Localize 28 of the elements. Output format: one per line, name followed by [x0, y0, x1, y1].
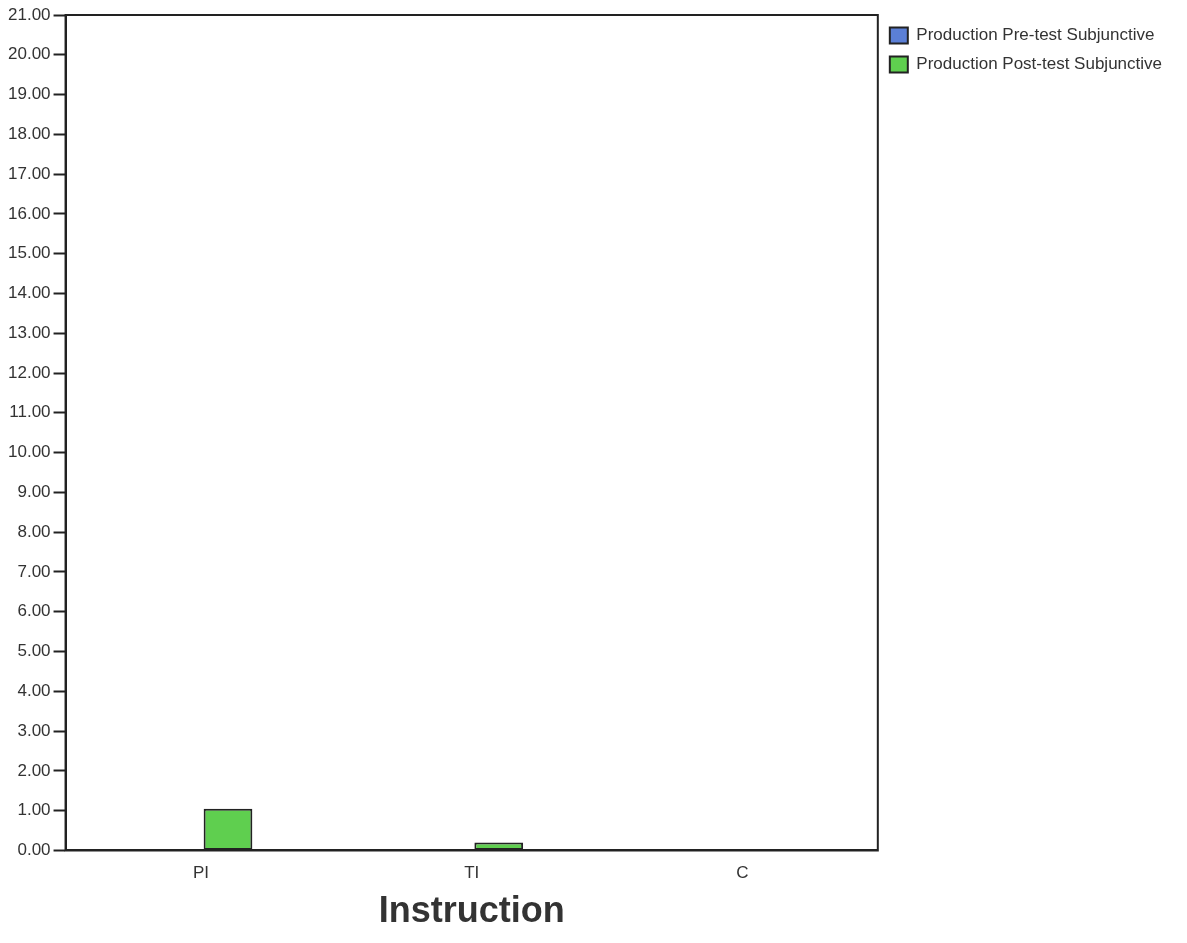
- x-tick-label: C: [736, 863, 749, 883]
- y-tick-label: 14.00: [7, 283, 51, 303]
- x-tick-label: TI: [464, 863, 480, 883]
- y-tick-label: 0.00: [17, 840, 51, 860]
- y-tick-label: 5.00: [17, 641, 51, 661]
- y-tick-label: 21.00: [7, 4, 51, 24]
- y-tick-label: 8.00: [17, 521, 51, 541]
- y-tick-label: 3.00: [17, 720, 51, 740]
- y-tick-label: 2.00: [17, 760, 51, 780]
- legend-label: Production Post-test Subjunctive: [916, 54, 1162, 74]
- y-tick-label: 12.00: [7, 362, 51, 382]
- y-tick-label: 20.00: [7, 44, 51, 64]
- y-tick-label: 10.00: [7, 442, 51, 462]
- y-tick-label: 1.00: [17, 800, 51, 820]
- y-tick-label: 6.00: [17, 601, 51, 621]
- y-tick-label: 19.00: [7, 84, 51, 104]
- y-tick-label: 4.00: [17, 680, 51, 700]
- legend-label: Production Pre-test Subjunctive: [916, 25, 1155, 45]
- y-tick-label: 13.00: [7, 322, 51, 342]
- y-tick-label: 17.00: [7, 163, 51, 183]
- y-tick-label: 7.00: [17, 561, 51, 581]
- y-tick-label: 15.00: [7, 243, 51, 263]
- y-tick-label: 9.00: [17, 482, 51, 502]
- x-axis-title: Instruction: [378, 889, 565, 931]
- x-tick-label: PI: [192, 863, 209, 883]
- y-tick-label: 11.00: [9, 402, 51, 422]
- y-tick-label: 18.00: [7, 124, 51, 144]
- y-tick-label: 16.00: [7, 203, 51, 223]
